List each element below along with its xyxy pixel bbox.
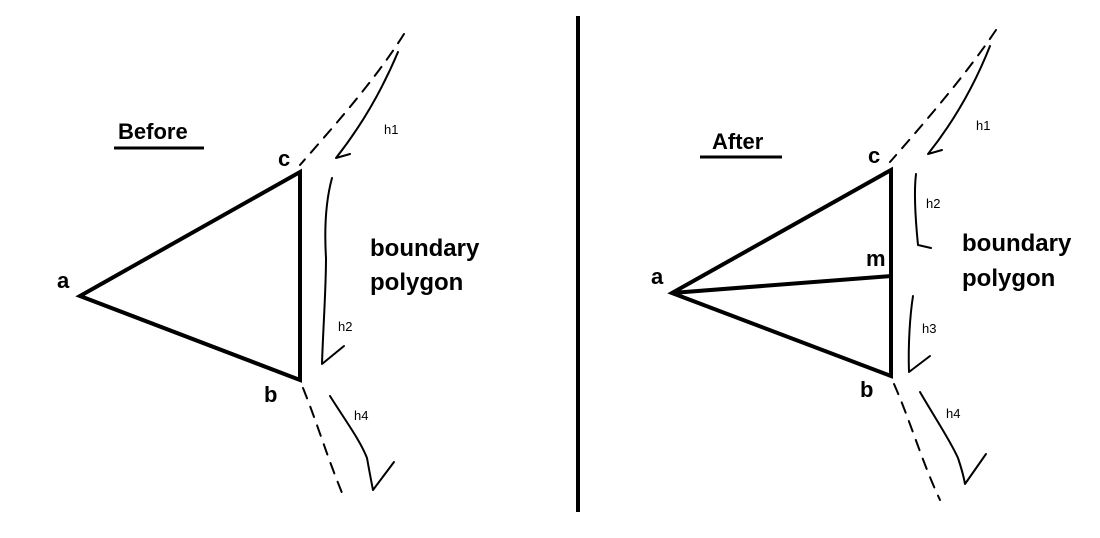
after-boundary-dashed-upper bbox=[890, 30, 996, 162]
before-vertex-b: b bbox=[264, 382, 277, 407]
before-boundary-label-line2: polygon bbox=[370, 269, 463, 296]
after-vertex-b: b bbox=[860, 377, 873, 402]
after-segment-h2-label: h2 bbox=[926, 196, 940, 211]
after-panel: After a b c m h1 h2 h3 h4 boundary polyg… bbox=[651, 30, 1072, 500]
after-segment-h1-label: h1 bbox=[976, 118, 990, 133]
after-vertex-m: m bbox=[866, 246, 886, 271]
before-panel: Before a b c h1 h2 h4 boundary polygon bbox=[57, 34, 480, 500]
before-boundary-dashed-lower bbox=[303, 388, 345, 500]
before-segment-h1-label: h1 bbox=[384, 122, 398, 137]
before-segment-h4-label: h4 bbox=[354, 408, 368, 423]
after-segment-h1-line bbox=[928, 46, 990, 154]
before-triangle-abc bbox=[80, 172, 300, 380]
after-boundary-dashed-lower bbox=[894, 384, 940, 500]
after-vertex-c: c bbox=[868, 143, 880, 168]
before-boundary-dashed-upper bbox=[300, 34, 404, 165]
before-segment-h2-line bbox=[322, 178, 344, 364]
after-triangle-abc bbox=[672, 170, 891, 376]
before-title: Before bbox=[118, 119, 188, 144]
after-split-edge-am bbox=[672, 276, 891, 293]
after-vertex-a: a bbox=[651, 264, 664, 289]
before-segment-h2-label: h2 bbox=[338, 319, 352, 334]
before-vertex-c: c bbox=[278, 146, 290, 171]
after-segment-h3-label: h3 bbox=[922, 321, 936, 336]
before-boundary-label-line1: boundary bbox=[370, 235, 480, 262]
after-title: After bbox=[712, 129, 764, 154]
after-boundary-label-line1: boundary bbox=[962, 230, 1072, 257]
after-boundary-label-line2: polygon bbox=[962, 265, 1055, 292]
before-vertex-a: a bbox=[57, 268, 70, 293]
before-segment-h1-line bbox=[336, 52, 398, 158]
after-segment-h2-line bbox=[915, 174, 931, 248]
after-segment-h4-label: h4 bbox=[946, 406, 960, 421]
